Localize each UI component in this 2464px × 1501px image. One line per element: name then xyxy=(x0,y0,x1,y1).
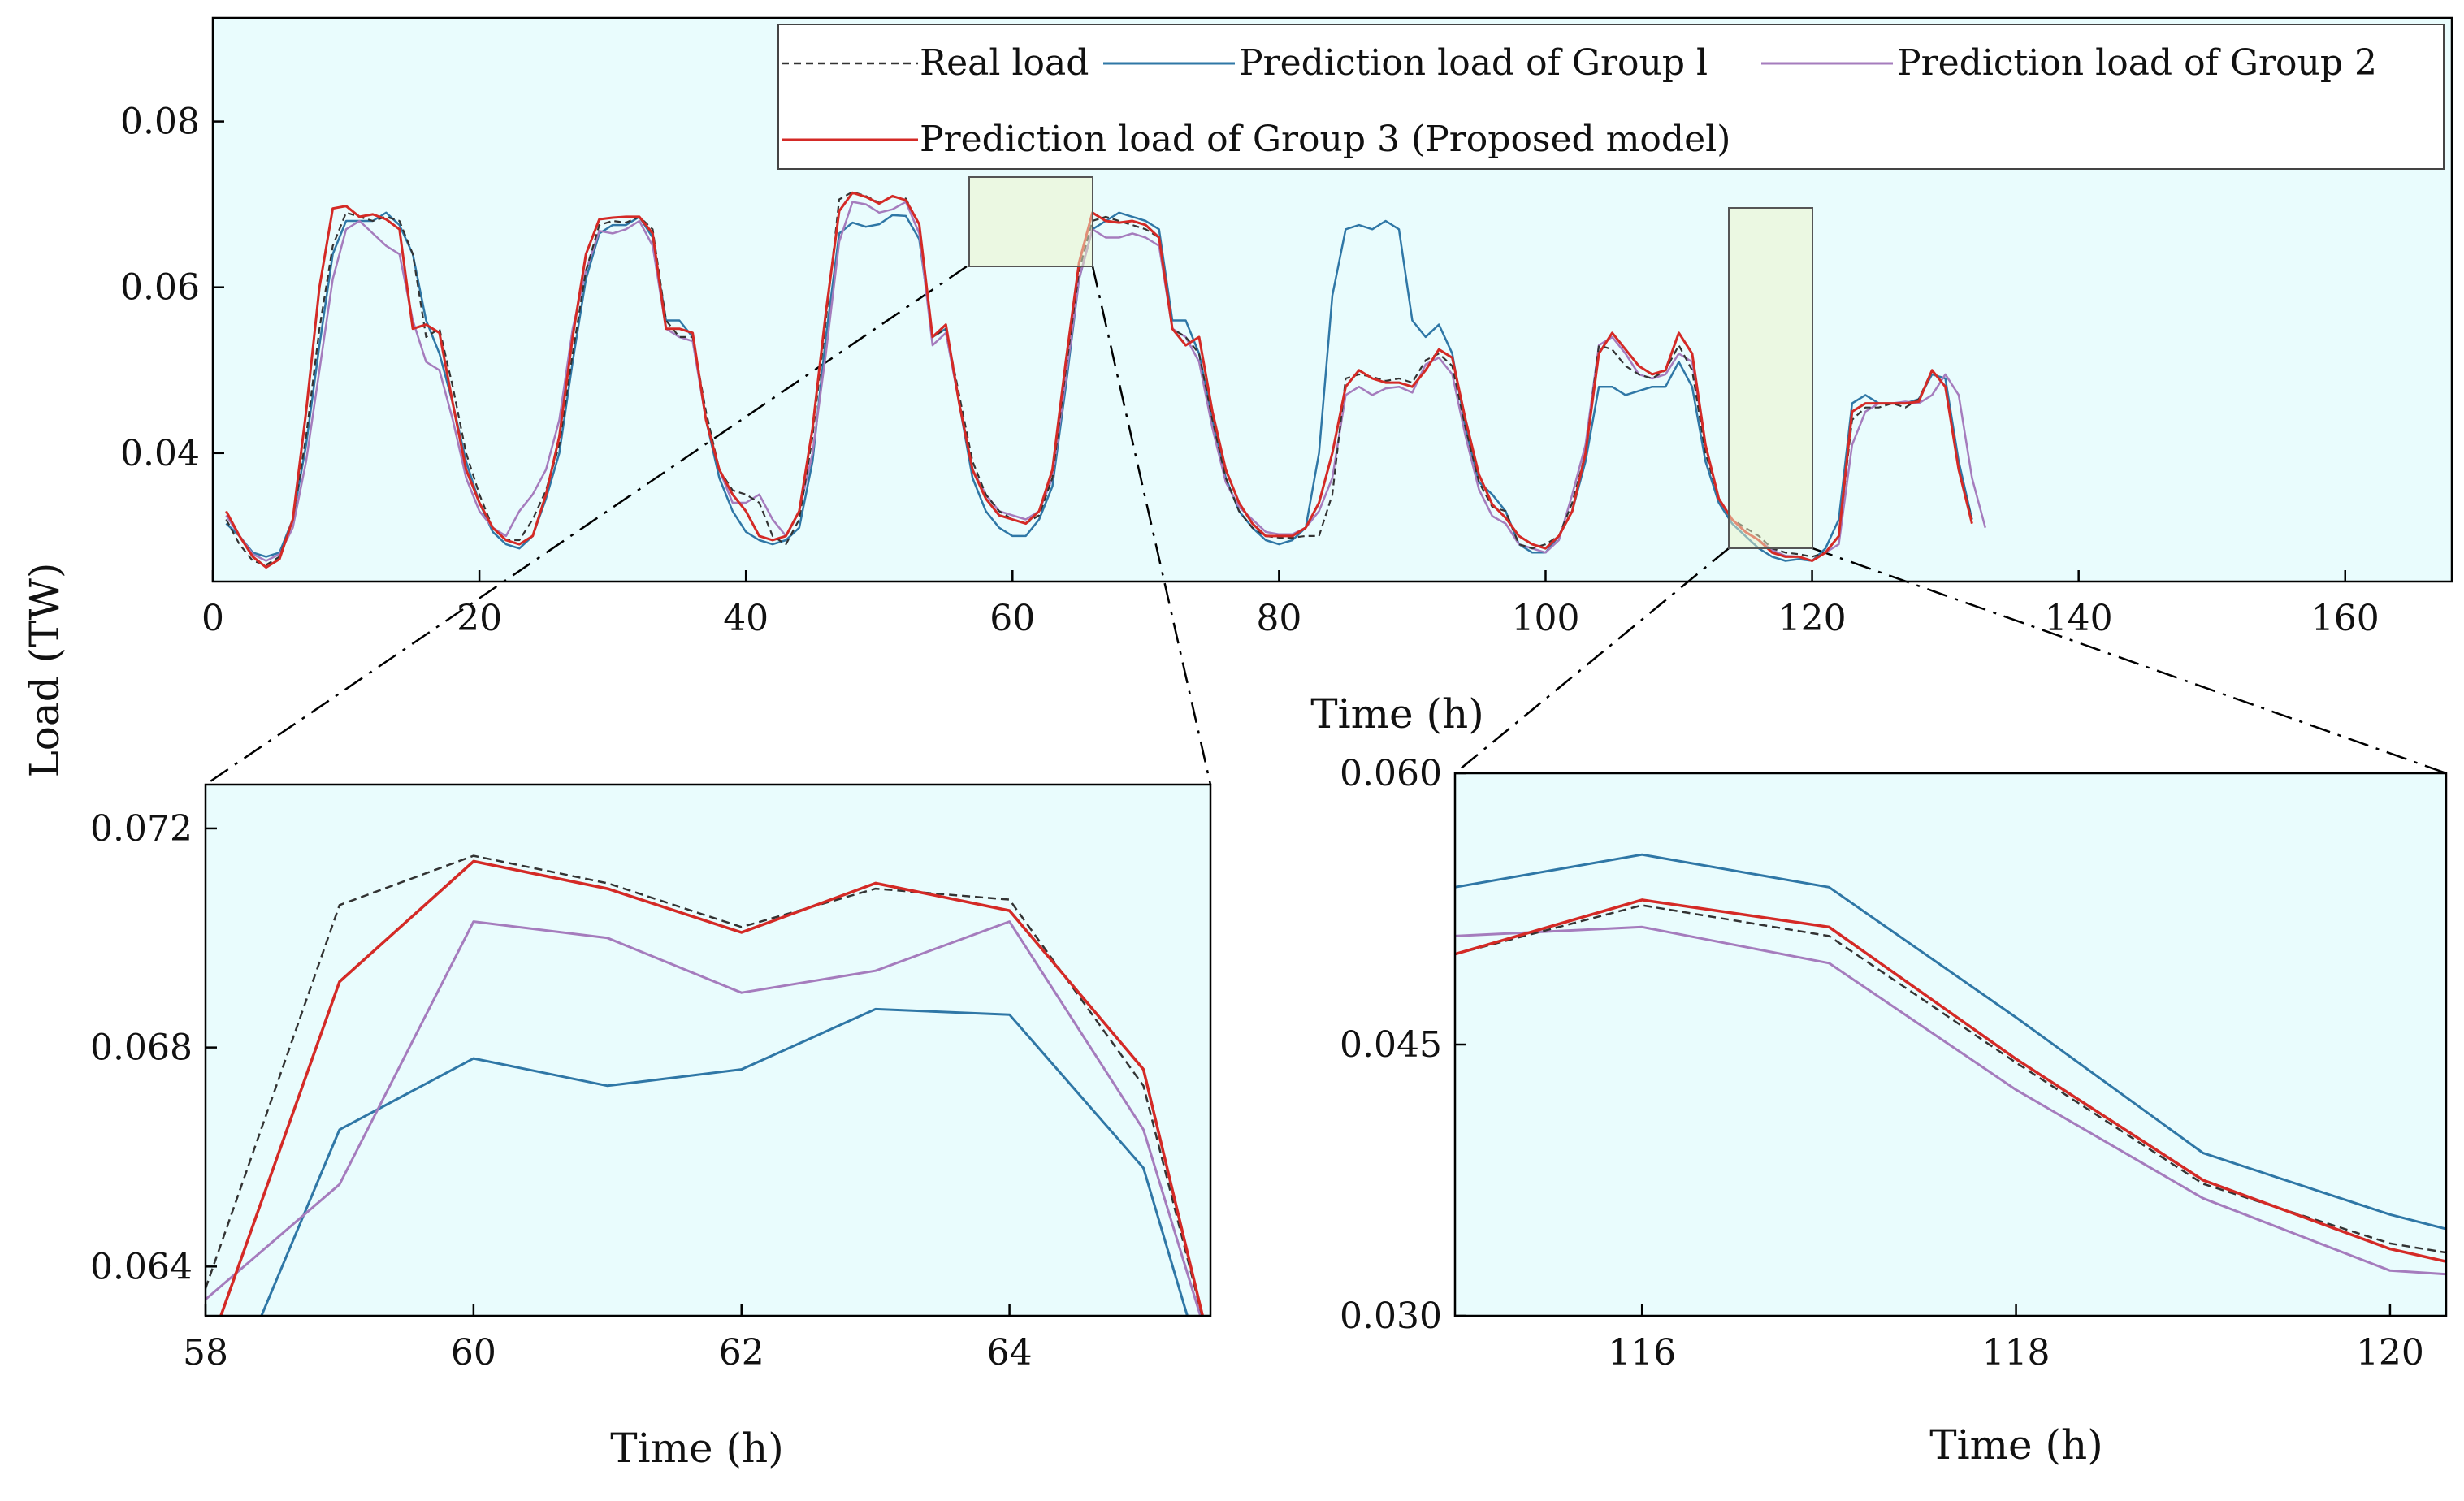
main-x-tick-label: 100 xyxy=(1511,598,1579,639)
legend-label-group2: Prediction load of Group 2 xyxy=(1897,42,2377,84)
series-group-main xyxy=(225,191,1987,569)
zr-line-real xyxy=(1455,904,2446,1254)
main-x-tick-label: 80 xyxy=(1256,598,1301,639)
series-group-zl xyxy=(206,854,1205,1316)
legend: Real load Prediction load of Group l Pre… xyxy=(777,24,2445,170)
zl-x-tick-label: 58 xyxy=(183,1332,228,1373)
zl-line-group1 xyxy=(260,1007,1189,1316)
main-x-tick-label: 40 xyxy=(723,598,769,639)
connector-right-b xyxy=(1812,547,2447,775)
legend-label-real: Real load xyxy=(920,42,1089,84)
zoom-left-series xyxy=(206,854,1205,1316)
zoom-left-axes: 58 60 62 64 0.064 0.068 0.072 xyxy=(90,808,1033,1373)
main-line-real xyxy=(225,191,1973,566)
legend-label-group3: Prediction load of Group 3 (Proposed mod… xyxy=(920,119,1730,160)
connector-left-b xyxy=(1091,266,1212,785)
zoom-right-series xyxy=(1455,853,2446,1276)
zoom-box-left xyxy=(968,176,1093,267)
main-x-tick-label: 120 xyxy=(1778,598,1847,639)
zl-x-tick-label: 62 xyxy=(719,1332,764,1373)
main-x-tick-label: 60 xyxy=(989,598,1035,639)
main-line-group1 xyxy=(225,211,1973,562)
zoom-left-plot-area xyxy=(206,785,1210,1316)
zoom-connectors xyxy=(205,265,2447,786)
zr-x-tick-label: 120 xyxy=(2356,1332,2424,1373)
main-line-group3 xyxy=(225,191,1973,569)
zr-y-tick-label: 0.030 xyxy=(1340,1296,1442,1337)
connector-left-a xyxy=(205,265,968,786)
main-x-tick-label: 160 xyxy=(2311,598,2380,639)
legend-box xyxy=(777,24,2445,170)
y-axis-title: Load (TW) xyxy=(21,563,68,778)
connector-right-a xyxy=(1454,547,1730,774)
main-y-tick-label: 0.04 xyxy=(120,433,200,474)
zoom-right-axes: 116 118 120 0.030 0.045 0.060 xyxy=(1340,753,2424,1373)
zr-y-tick-label: 0.060 xyxy=(1340,753,1442,794)
zl-x-tick-label: 60 xyxy=(451,1332,496,1373)
zoom-left-border xyxy=(204,783,1212,1317)
zr-x-tick-label: 116 xyxy=(1608,1332,1676,1373)
zoom-left-x-axis-title: Time (h) xyxy=(610,1425,783,1472)
legend-label-group1: Prediction load of Group l xyxy=(1239,42,1708,84)
zr-line-group1 xyxy=(1455,853,2446,1231)
main-x-axis-title: Time (h) xyxy=(1310,690,1483,738)
zl-y-tick-label: 0.068 xyxy=(90,1027,193,1069)
zr-line-group2 xyxy=(1455,925,2446,1276)
main-x-tick-label: 20 xyxy=(457,598,502,639)
main-x-tick-label: 140 xyxy=(2045,598,2113,639)
zr-y-tick-label: 0.045 xyxy=(1340,1024,1442,1066)
main-plot-border xyxy=(211,16,2453,583)
series-group-zr xyxy=(1455,853,2446,1276)
zl-line-real xyxy=(206,854,1203,1316)
zl-x-tick-label: 64 xyxy=(987,1332,1033,1373)
main-series xyxy=(225,191,1987,569)
zl-y-tick-label: 0.072 xyxy=(90,808,193,850)
main-x-tick-label: 0 xyxy=(201,598,224,639)
main-y-tick-label: 0.08 xyxy=(120,102,200,143)
main-y-tick-label: 0.06 xyxy=(120,267,200,309)
zoom-box-right xyxy=(1728,207,1813,549)
zl-line-group2 xyxy=(206,920,1202,1316)
zl-y-tick-label: 0.064 xyxy=(90,1246,193,1287)
main-axes: 0 20 40 60 80 100 120 140 160 0.04 0.06 0.08 xyxy=(120,102,2380,639)
zr-line-group3 xyxy=(1455,898,2446,1263)
zl-line-group3 xyxy=(219,859,1205,1316)
zoom-right-x-axis-title: Time (h) xyxy=(1929,1421,2102,1469)
zr-x-tick-label: 118 xyxy=(1982,1332,2050,1373)
